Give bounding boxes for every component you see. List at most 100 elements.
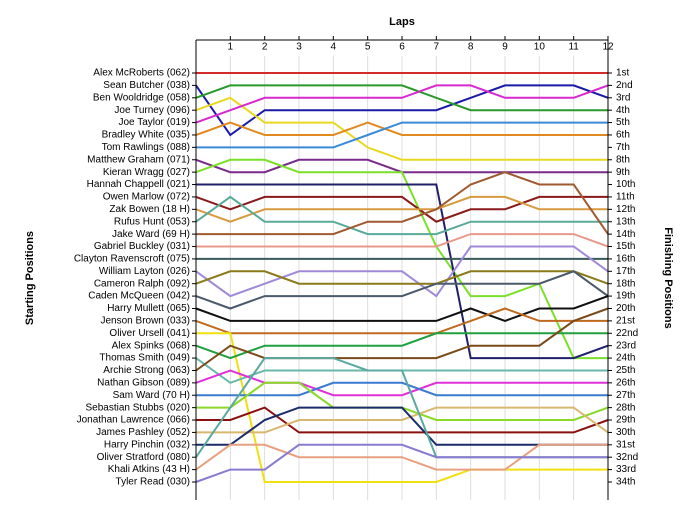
start-label: Jonathan Lawrence (066) bbox=[77, 415, 190, 426]
x-tick-label: 10 bbox=[534, 42, 546, 53]
driver-line bbox=[196, 406, 609, 434]
start-label: Alex Spinks (068) bbox=[112, 340, 190, 351]
driver-line bbox=[195, 96, 608, 161]
finish-label: 1st bbox=[616, 68, 630, 79]
labels: 1 2 3 4 5 6 7 8 9 10 11 121st2nd3rd4th5th6th7th8th9… bbox=[74, 42, 638, 488]
finish-label: 25th bbox=[616, 365, 635, 376]
start-label: Thomas Smith (049) bbox=[99, 353, 190, 364]
driver-line bbox=[195, 332, 608, 360]
driver-line bbox=[195, 443, 608, 471]
start-label: Alex McRoberts (062) bbox=[93, 68, 190, 79]
finish-label: 29th bbox=[616, 415, 635, 426]
finish-label: 26th bbox=[616, 377, 635, 388]
start-label: Tom Rawlings (088) bbox=[102, 142, 190, 153]
driver-line bbox=[196, 233, 609, 248]
chart-title: Laps bbox=[389, 16, 415, 28]
finish-label: 32nd bbox=[616, 452, 638, 463]
start-label: Archie Strong (063) bbox=[103, 365, 190, 376]
finish-label: 4th bbox=[616, 105, 630, 116]
start-label: Sam Ward (70 H) bbox=[113, 390, 190, 401]
x-tick-label: 4 bbox=[331, 42, 337, 53]
finish-label: 5th bbox=[616, 117, 630, 128]
start-label: William Layton (026) bbox=[99, 266, 190, 277]
driver-line bbox=[195, 195, 608, 236]
start-label: Sebastian Stubbs (020) bbox=[85, 402, 190, 413]
driver-line bbox=[195, 307, 608, 335]
start-label: Gabriel Buckley (031) bbox=[94, 241, 190, 252]
driver-line bbox=[195, 84, 609, 137]
finish-label: 11th bbox=[616, 192, 635, 203]
finish-label: 17th bbox=[616, 266, 635, 277]
start-label: Kieran Wragg (027) bbox=[103, 167, 190, 178]
driver-line bbox=[196, 121, 608, 149]
x-tick-label: 3 bbox=[296, 42, 302, 53]
finish-label: 34th bbox=[616, 477, 635, 488]
driver-line bbox=[195, 195, 608, 223]
start-label: Joe Taylor (019) bbox=[118, 117, 190, 128]
start-label: Hannah Chappell (021) bbox=[87, 179, 190, 190]
finish-label: 30th bbox=[616, 427, 635, 438]
x-tick-label: 7 bbox=[434, 42, 440, 53]
start-label: Bradley White (035) bbox=[102, 130, 190, 141]
driver-line bbox=[196, 171, 609, 236]
finish-label: 28th bbox=[616, 402, 635, 413]
driver-line bbox=[195, 121, 608, 136]
finish-label: 23rd bbox=[616, 340, 636, 351]
y-axis-title: Starting Positions bbox=[24, 231, 36, 325]
start-label: James Pashley (052) bbox=[96, 427, 190, 438]
x-tick-label: 9 bbox=[502, 42, 508, 53]
start-label: Ben Wooldridge (058) bbox=[93, 92, 190, 103]
finish-label: 21st bbox=[616, 316, 635, 327]
driver-line bbox=[196, 332, 608, 483]
driver-line bbox=[195, 443, 608, 483]
driver-line bbox=[196, 381, 608, 397]
x-tick-label: 5 bbox=[365, 42, 371, 53]
x-tick-label: 2 bbox=[262, 42, 268, 53]
start-label: Jenson Brown (033) bbox=[101, 316, 191, 327]
driver-line bbox=[195, 245, 609, 298]
finish-label: 2nd bbox=[616, 80, 633, 91]
x-tick-label: 1 bbox=[228, 42, 234, 53]
start-label: Jake Ward (69 H) bbox=[112, 229, 190, 240]
start-label: Oliver Ursell (041) bbox=[109, 328, 190, 339]
finish-label: 16th bbox=[616, 254, 635, 265]
x-tick-label: 6 bbox=[399, 42, 405, 53]
finish-label: 12th bbox=[616, 204, 635, 215]
driver-line bbox=[196, 183, 609, 360]
start-label: Tyler Read (030) bbox=[116, 477, 190, 488]
x-tick-label: 11 bbox=[568, 42, 579, 53]
driver-line bbox=[195, 270, 609, 310]
start-label: Zak Bowen (18 H) bbox=[109, 204, 190, 215]
start-label: Harry Mullett (065) bbox=[107, 303, 190, 314]
y2-axis-title: Finishing Positions bbox=[662, 227, 674, 328]
finish-label: 13th bbox=[616, 216, 635, 227]
start-label: Clayton Ravenscroft (075) bbox=[74, 254, 190, 265]
start-label: Rufus Hunt (053) bbox=[114, 216, 190, 227]
finish-label: 19th bbox=[616, 291, 635, 302]
finish-label: 33rd bbox=[616, 464, 636, 475]
driver-line bbox=[195, 84, 609, 124]
driver-line bbox=[195, 84, 608, 112]
finish-label: 8th bbox=[616, 154, 630, 165]
start-label: Sean Butcher (038) bbox=[103, 80, 190, 91]
driver-line bbox=[195, 195, 608, 223]
finish-label: 14th bbox=[616, 229, 635, 240]
start-label: Oliver Stratford (080) bbox=[97, 452, 190, 463]
driver-line bbox=[195, 270, 609, 285]
finish-label: 3rd bbox=[616, 92, 630, 103]
finish-label: 18th bbox=[616, 278, 635, 289]
finish-label: 20th bbox=[616, 303, 635, 314]
start-label: Caden McQueen (042) bbox=[88, 291, 190, 302]
start-label: Cameron Ralph (092) bbox=[94, 278, 190, 289]
driver-line bbox=[195, 295, 609, 322]
finish-label: 7th bbox=[616, 142, 630, 153]
start-label: Harry Pinchin (032) bbox=[104, 439, 190, 450]
finish-label: 22nd bbox=[616, 328, 638, 339]
finish-label: 31st bbox=[616, 439, 635, 450]
finish-label: 9th bbox=[616, 167, 630, 178]
start-label: Joe Turney (096) bbox=[114, 105, 190, 116]
finish-label: 24th bbox=[616, 353, 635, 364]
driver-line bbox=[196, 406, 609, 434]
lines bbox=[195, 72, 609, 483]
